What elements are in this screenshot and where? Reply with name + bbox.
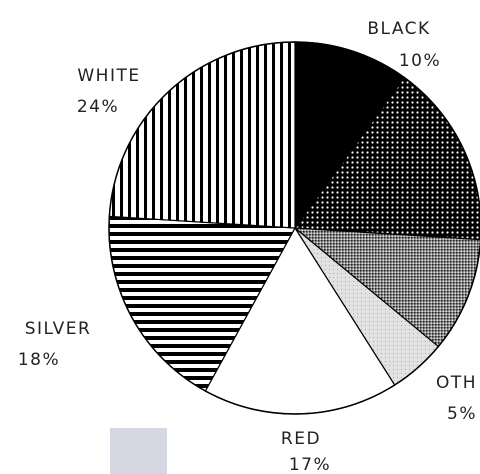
slice-label-silver: SILVER [25, 319, 92, 339]
slice-label-red: RED [281, 429, 321, 449]
slice-pct-white: 24% [77, 97, 119, 117]
slice-label-white: WHITE [77, 66, 140, 86]
gray-smudge [110, 428, 167, 474]
slice-pct-other: 5% [447, 404, 477, 424]
slice-pct-red: 17% [289, 455, 331, 474]
pie-slices [108, 41, 480, 415]
slice-pct-black: 10% [399, 51, 441, 71]
pie-outline [108, 41, 480, 415]
slice-label-black: BLACK [367, 19, 430, 39]
slice-pct-silver: 18% [18, 350, 60, 370]
slice-label-other: OTH [436, 373, 477, 393]
